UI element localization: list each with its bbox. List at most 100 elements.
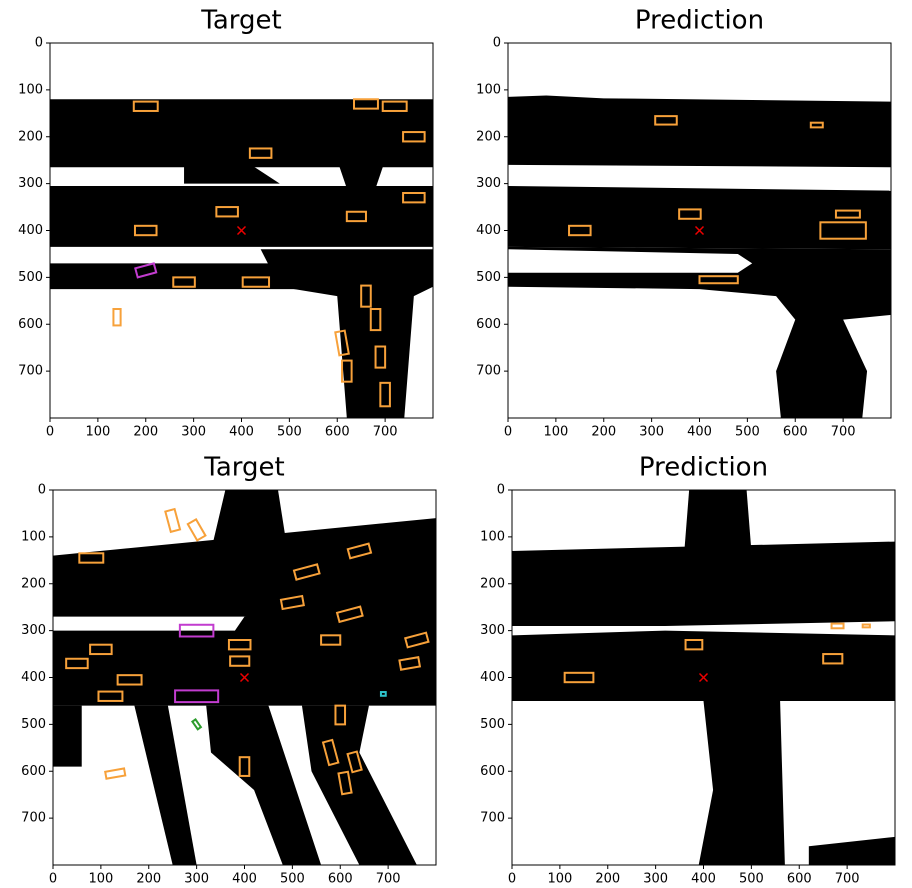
x-tick-label: 200 — [133, 425, 158, 440]
object-box — [172, 276, 196, 288]
x-tick-label: 700 — [835, 872, 860, 887]
x-tick-label: 400 — [691, 872, 716, 887]
object-box — [248, 147, 273, 159]
panel: Target 0 100 200 300 400 500 600 700 0 100 200 300 40… — [18, 6, 434, 440]
drivable-area — [53, 705, 82, 767]
object-box — [116, 674, 143, 686]
y-tick-label: 300 — [476, 176, 501, 191]
panel: Prediction 0 100 200 300 400 500 600 700 0 100 200 3… — [480, 453, 896, 887]
object-box — [215, 206, 239, 218]
object-box — [337, 770, 353, 796]
y-tick-label: 300 — [21, 623, 46, 638]
object-box — [229, 655, 251, 667]
panel-title: Prediction — [639, 453, 768, 483]
y-tick-label: 500 — [21, 717, 46, 732]
drivable-area — [134, 705, 197, 865]
y-tick-label: 100 — [21, 529, 46, 544]
object-box — [104, 767, 127, 780]
x-tick-label: 400 — [232, 872, 257, 887]
x-tick-label: 0 — [46, 425, 54, 440]
object-box — [402, 131, 426, 143]
object-box — [834, 209, 861, 219]
object-box — [861, 623, 871, 629]
drivable-area — [337, 160, 386, 189]
object-box — [174, 689, 220, 704]
drivable-area — [260, 249, 433, 418]
y-tick-label: 500 — [476, 270, 501, 285]
y-tick-label: 300 — [480, 623, 505, 638]
x-tick-label: 600 — [328, 872, 353, 887]
x-tick-label: 400 — [687, 425, 712, 440]
object-box — [374, 345, 387, 369]
object-box — [321, 738, 340, 767]
drivable-area — [512, 630, 895, 701]
object-box — [241, 276, 271, 288]
plot-area — [53, 490, 436, 865]
y-tick-label: 700 — [480, 811, 505, 826]
y-tick-label: 200 — [480, 576, 505, 591]
y-tick-label: 700 — [476, 364, 501, 379]
object-box — [279, 594, 305, 611]
object-box — [97, 690, 124, 702]
x-tick-label: 0 — [508, 872, 516, 887]
x-tick-label: 500 — [280, 872, 305, 887]
plot-area — [508, 43, 891, 418]
x-tick-label: 600 — [325, 425, 350, 440]
object-box — [381, 100, 408, 112]
panel-title: Prediction — [635, 6, 764, 36]
x-tick-label: 600 — [783, 425, 808, 440]
drivable-area — [301, 705, 417, 865]
object-box — [379, 381, 391, 408]
y-tick-label: 0 — [38, 483, 46, 498]
object-box — [341, 359, 353, 383]
object-box — [334, 704, 347, 726]
object-box — [346, 750, 363, 774]
y-tick-label: 700 — [21, 811, 46, 826]
x-tick-label: 600 — [787, 872, 812, 887]
object-box — [227, 639, 252, 651]
object-box — [132, 100, 159, 112]
object-box — [164, 507, 182, 534]
x-tick-label: 300 — [184, 872, 209, 887]
y-tick-label: 200 — [21, 576, 46, 591]
object-box — [89, 643, 113, 656]
object-box — [654, 115, 678, 126]
y-tick-label: 400 — [21, 670, 46, 685]
object-box — [698, 275, 739, 285]
object-box — [830, 622, 845, 630]
drivable-area — [50, 185, 433, 247]
object-box — [186, 517, 207, 542]
object-box — [353, 98, 379, 110]
y-tick-label: 400 — [480, 670, 505, 685]
object-box — [404, 631, 430, 649]
plot-area — [512, 490, 895, 865]
x-tick-label: 200 — [595, 872, 620, 887]
y-tick-label: 300 — [18, 176, 43, 191]
object-box — [320, 634, 342, 646]
drivable-area — [698, 700, 785, 865]
x-tick-label: 400 — [229, 425, 254, 440]
panel: Prediction 0 100 200 300 400 500 600 700 0 100 200 3… — [476, 6, 892, 440]
object-box — [292, 563, 321, 581]
drivable-area — [53, 518, 436, 617]
drivable-area — [184, 164, 280, 184]
object-box — [190, 718, 203, 731]
object-box — [178, 623, 215, 638]
y-tick-label: 600 — [476, 317, 501, 332]
object-box — [563, 671, 595, 684]
x-tick-label: 700 — [831, 425, 856, 440]
drivable-area — [684, 490, 752, 551]
x-tick-label: 200 — [591, 425, 616, 440]
x-tick-label: 700 — [376, 872, 401, 887]
y-tick-label: 400 — [476, 223, 501, 238]
object-box — [684, 639, 704, 651]
y-tick-label: 0 — [497, 483, 505, 498]
object-box — [346, 542, 373, 560]
object-box — [65, 657, 89, 670]
object-box — [112, 308, 122, 327]
x-tick-label: 500 — [739, 872, 764, 887]
drivable-area — [508, 95, 891, 168]
x-tick-label: 100 — [547, 872, 572, 887]
x-tick-label: 100 — [88, 872, 113, 887]
